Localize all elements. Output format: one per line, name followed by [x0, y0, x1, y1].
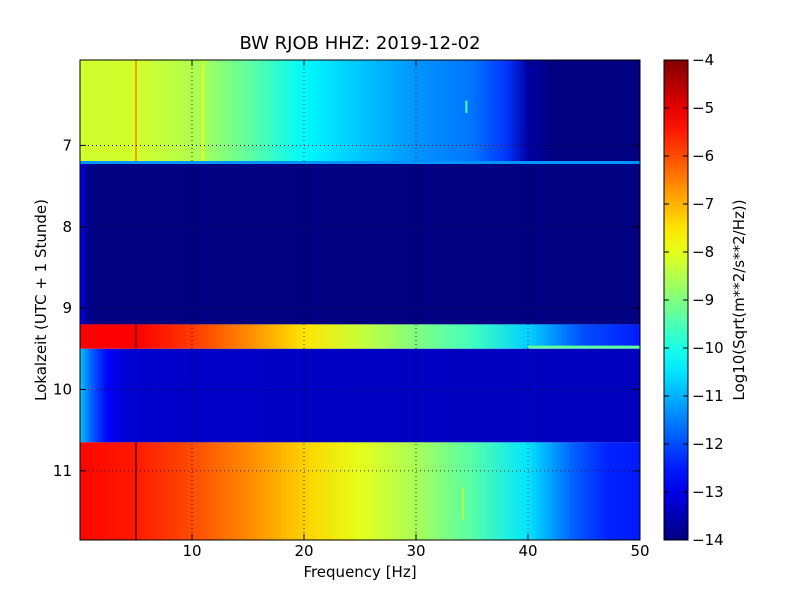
colorbar-tick-label: −12 — [692, 435, 724, 453]
y-tick-label: 11 — [53, 462, 72, 480]
x-tick-label: 20 — [294, 542, 313, 560]
spectrogram-band-2 — [80, 161, 640, 325]
spectrogram-band-4 — [80, 348, 640, 443]
y-tick-label: 7 — [62, 136, 72, 154]
x-axis-label: Frequency [Hz] — [303, 563, 416, 581]
y-axis-label: Lokalzeit (UTC + 1 Stunde) — [32, 199, 50, 401]
colorbar-tick-label: −14 — [692, 531, 724, 549]
colorbar-tick-label: −9 — [692, 291, 714, 309]
colorbar-tick-label: −6 — [692, 147, 714, 165]
colorbar-tick-label: −7 — [692, 195, 714, 213]
y-tick-label: 10 — [53, 380, 72, 398]
colorbar-tick-label: −4 — [692, 51, 714, 69]
colorbar-tick-label: −11 — [692, 387, 724, 405]
spectrogram-band-1 — [80, 60, 640, 162]
y-axis: 7 8 9 10 11 — [53, 136, 640, 480]
y-tick-label: 9 — [62, 299, 72, 317]
colorbar-tick-label: −10 — [692, 339, 724, 357]
spectrogram-band-3 — [80, 324, 640, 349]
colorbar-tick-label: −13 — [692, 483, 724, 501]
x-tick-label: 50 — [630, 542, 649, 560]
plot-area — [79, 59, 641, 541]
y-tick-label: 8 — [62, 218, 72, 236]
chart-title: BW RJOB HHZ: 2019-12-02 — [239, 33, 480, 54]
x-tick-label: 10 — [182, 542, 201, 560]
colorbar-tick-label: −5 — [692, 99, 714, 117]
colorbar: −4 −5 −6 −7 −8 −9 −10 −11 −12 −13 −14 — [663, 51, 724, 549]
x-axis: 10 20 30 40 50 — [182, 60, 650, 560]
x-tick-label: 40 — [518, 542, 537, 560]
spectrogram-band-5 — [80, 442, 640, 540]
colorbar-tick-label: −8 — [692, 243, 714, 261]
colorbar-label: Log10(Sqrt(m**2/s**2/Hz)) — [730, 199, 748, 400]
x-tick-label: 30 — [406, 542, 425, 560]
plot-frame — [79, 59, 641, 541]
